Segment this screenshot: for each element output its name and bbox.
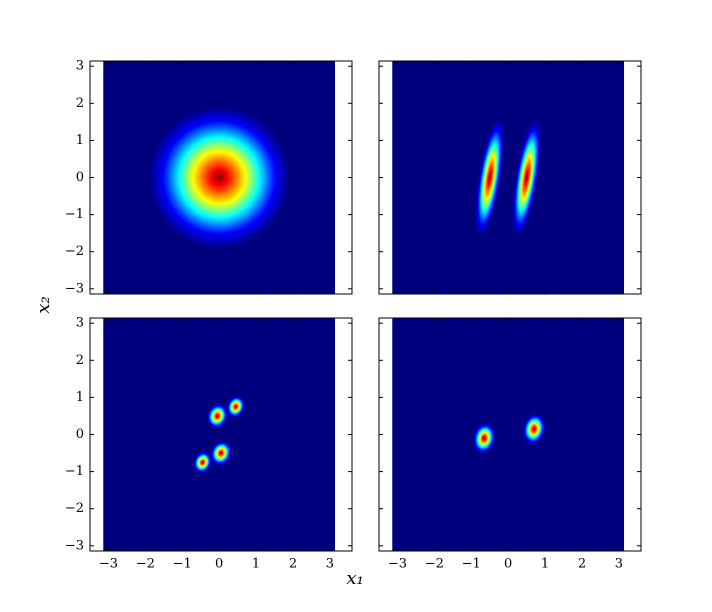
x-tick-label: 3 <box>615 557 623 572</box>
x-tick-label: −2 <box>425 557 444 572</box>
x-tick-label: 1 <box>252 557 260 572</box>
x-tick-label: −1 <box>173 557 192 572</box>
y-tick-label: −1 <box>65 207 84 222</box>
y-tick-label: 3 <box>76 316 84 331</box>
x-tick-label: 2 <box>289 557 297 572</box>
y-tick-label: 1 <box>76 133 84 148</box>
y-tick-label: 2 <box>76 96 84 111</box>
x-axis-label: x₁ <box>346 568 363 589</box>
x-tick-label: 0 <box>215 557 223 572</box>
density-blob <box>475 118 505 237</box>
density-blob <box>149 107 290 248</box>
y-tick-label: −1 <box>65 464 84 479</box>
y-axis-label: x₂ <box>33 296 54 313</box>
x-tick-label: 1 <box>541 557 549 572</box>
x-tick-label: −3 <box>388 557 407 572</box>
density-blob <box>512 118 541 237</box>
density-blob <box>206 403 228 429</box>
y-tick-label: −3 <box>65 281 84 296</box>
y-tick-label: −3 <box>65 538 84 553</box>
y-tick-label: 0 <box>76 170 84 185</box>
y-tick-label: 0 <box>76 427 84 442</box>
x-tick-label: 0 <box>504 557 512 572</box>
y-tick-label: −2 <box>65 501 84 516</box>
y-tick-label: 2 <box>76 353 84 368</box>
heatmap <box>472 413 546 454</box>
x-tick-label: 2 <box>578 557 586 572</box>
density-blob <box>193 451 212 474</box>
heatmap <box>193 395 245 474</box>
heatmap-background <box>103 318 336 551</box>
y-tick-label: −2 <box>65 244 84 259</box>
x-tick-label: −2 <box>136 557 155 572</box>
x-tick-label: −1 <box>462 557 481 572</box>
density-blob <box>472 422 496 454</box>
density-blob <box>522 413 546 445</box>
density-blob <box>226 395 245 418</box>
x-tick-label: 3 <box>326 557 334 572</box>
y-tick-label: 3 <box>76 59 84 74</box>
heatmap <box>149 107 290 248</box>
heatmap <box>475 118 541 237</box>
heatmap-background <box>392 318 625 551</box>
density-blob <box>210 440 232 466</box>
x-tick-label: −3 <box>99 557 118 572</box>
y-tick-label: 1 <box>76 390 84 405</box>
heatmap-background <box>392 61 625 294</box>
